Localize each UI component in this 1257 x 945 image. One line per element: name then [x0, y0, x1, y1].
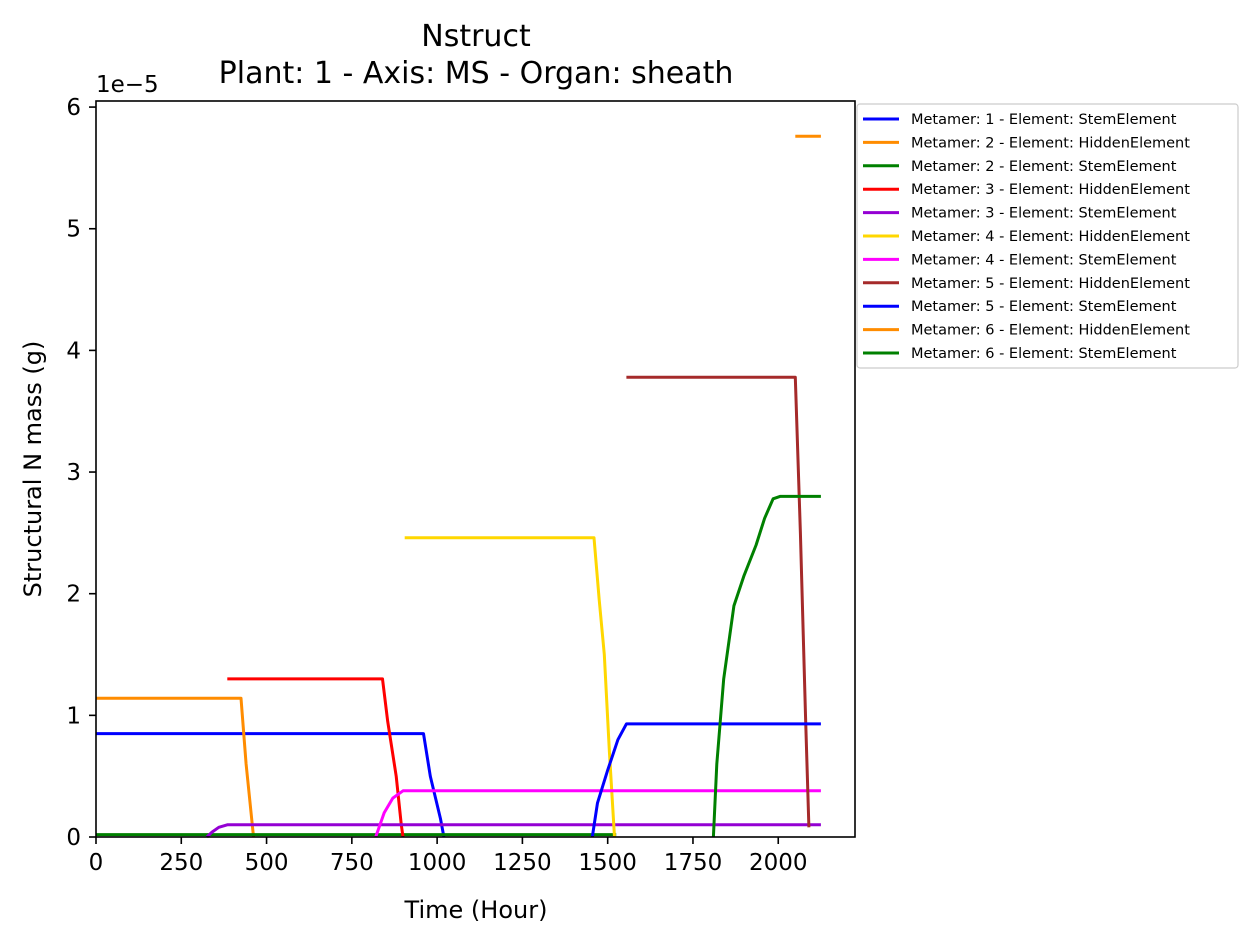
x-axis-label: Time (Hour): [404, 896, 548, 924]
x-tick-label: 1500: [578, 850, 637, 876]
legend-label-7: Metamer: 4 - Element: StemElement: [911, 252, 1177, 268]
y-tick-label: 6: [66, 95, 81, 121]
y-tick-label: 5: [66, 217, 81, 243]
x-tick-label: 0: [89, 850, 104, 876]
y-offset-label: 1e−5: [96, 72, 159, 98]
legend-label-9: Metamer: 5 - Element: StemElement: [911, 299, 1177, 315]
series-line-9: [590, 722, 821, 838]
legend-frame: [856, 103, 1239, 369]
y-tick-label: 4: [66, 338, 81, 364]
legend-label-5: Metamer: 3 - Element: StemElement: [911, 206, 1177, 222]
y-tick-label: 3: [66, 460, 81, 486]
legend-label-3: Metamer: 2 - Element: StemElement: [911, 159, 1177, 175]
legend: Metamer: 1 - Element: StemElement Metamer…: [856, 103, 1239, 369]
legend-label-8: Metamer: 5 - Element: HiddenElement: [911, 276, 1190, 292]
series-layer: [96, 134, 821, 839]
chart-title: Nstruct: [421, 19, 531, 54]
x-tick-label: 1750: [664, 850, 723, 876]
x-tick-label: 2000: [749, 850, 808, 876]
series-line-7: [374, 789, 821, 838]
x-tick-label: 1000: [408, 850, 467, 876]
x-tick-label: 1250: [493, 850, 552, 876]
legend-label-10: Metamer: 6 - Element: HiddenElement: [911, 323, 1190, 339]
legend-label-6: Metamer: 4 - Element: HiddenElement: [911, 229, 1190, 245]
chart-subtitle: Plant: 1 - Axis: MS - Organ: sheath: [219, 56, 734, 91]
series-line-5: [205, 823, 821, 839]
y-tick-label: 2: [66, 582, 81, 608]
legend-label-11: Metamer: 6 - Element: StemElement: [911, 346, 1177, 362]
y-axis-label: Structural N mass (g): [19, 341, 47, 598]
y-tick-label: 1: [66, 703, 81, 729]
series-line-4: [227, 677, 405, 838]
legend-label-1: Metamer: 1 - Element: StemElement: [911, 112, 1177, 128]
y-tick-label: 0: [66, 825, 81, 851]
series-line-2: [96, 696, 256, 838]
x-axis: 0 250 500 750 1000 1250 1500 1750 2000: [89, 837, 808, 876]
legend-label-4: Metamer: 3 - Element: HiddenElement: [911, 182, 1190, 198]
x-tick-label: 250: [159, 850, 203, 876]
x-tick-label: 500: [245, 850, 289, 876]
x-tick-label: 750: [330, 850, 374, 876]
legend-label-2: Metamer: 2 - Element: HiddenElement: [911, 135, 1190, 151]
plot-area-frame: [95, 100, 856, 838]
y-axis: 0 1 2 3 4 5 6: [66, 95, 96, 851]
series-line-8: [626, 375, 811, 828]
series-line-11: [711, 494, 821, 838]
